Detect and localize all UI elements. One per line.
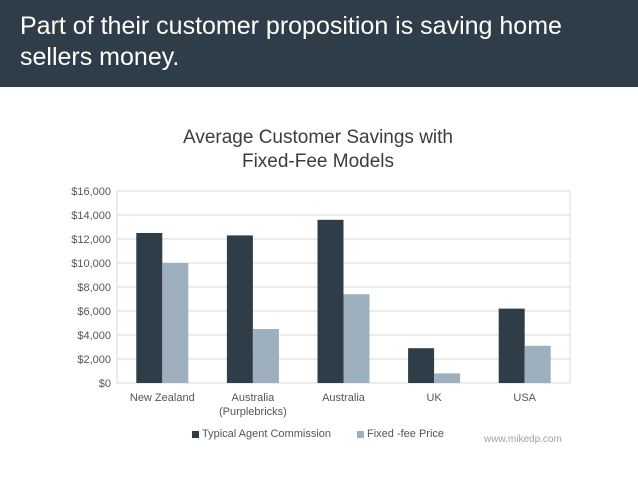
x-tick-label: (Purplebricks) (219, 406, 287, 418)
y-tick-label: $8,000 (77, 282, 111, 294)
chart-title: Average Customer Savings with Fixed-Fee … (118, 126, 518, 174)
legend-label-commission: Typical Agent Commission (202, 428, 331, 440)
legend-swatch-commission (192, 430, 199, 438)
bar-commission (226, 235, 253, 383)
bar-fixed-fee (252, 329, 279, 383)
legend-label-fixed-fee: Fixed -fee Price (367, 428, 445, 440)
header-bar: Part of their customer proposition is sa… (0, 0, 638, 87)
y-tick-label: $12,000 (71, 234, 111, 246)
legend-item-commission: Typical Agent Commission (192, 428, 331, 440)
y-tick-label: $14,000 (71, 210, 111, 222)
x-tick-label: Australia (232, 392, 276, 404)
x-tick-label: New Zealand (130, 392, 195, 404)
x-tick-label: USA (513, 392, 536, 404)
bar-commission (136, 233, 163, 383)
bar-commission (408, 348, 435, 383)
bar-fixed-fee (524, 345, 551, 383)
bar-fixed-fee (343, 294, 370, 383)
y-tick-label: $4,000 (77, 330, 111, 342)
bar-commission (317, 219, 344, 383)
y-tick-label: $10,000 (71, 258, 111, 270)
chart-title-line-2: Fixed-Fee Models (241, 151, 395, 172)
slide-title: Part of their customer proposition is sa… (20, 12, 562, 71)
bar-commission (498, 308, 525, 383)
x-tick-label: UK (426, 392, 442, 404)
y-tick-label: $2,000 (77, 354, 111, 366)
y-tick-label: $16,000 (71, 186, 111, 198)
bar-fixed-fee (162, 263, 189, 383)
bar-fixed-fee (434, 373, 461, 383)
source-credit: www.mikedp.com (484, 434, 562, 445)
x-tick-label: Australia (322, 392, 366, 404)
legend-swatch-fixed-fee (357, 430, 364, 438)
y-tick-label: $0 (99, 378, 111, 390)
chart-title-line-1: Average Customer Savings with (183, 127, 453, 148)
legend-item-fixed-fee: Fixed -fee Price (357, 428, 444, 440)
chart-legend: Typical Agent Commission Fixed -fee Pric… (192, 427, 470, 441)
y-tick-label: $6,000 (77, 306, 111, 318)
